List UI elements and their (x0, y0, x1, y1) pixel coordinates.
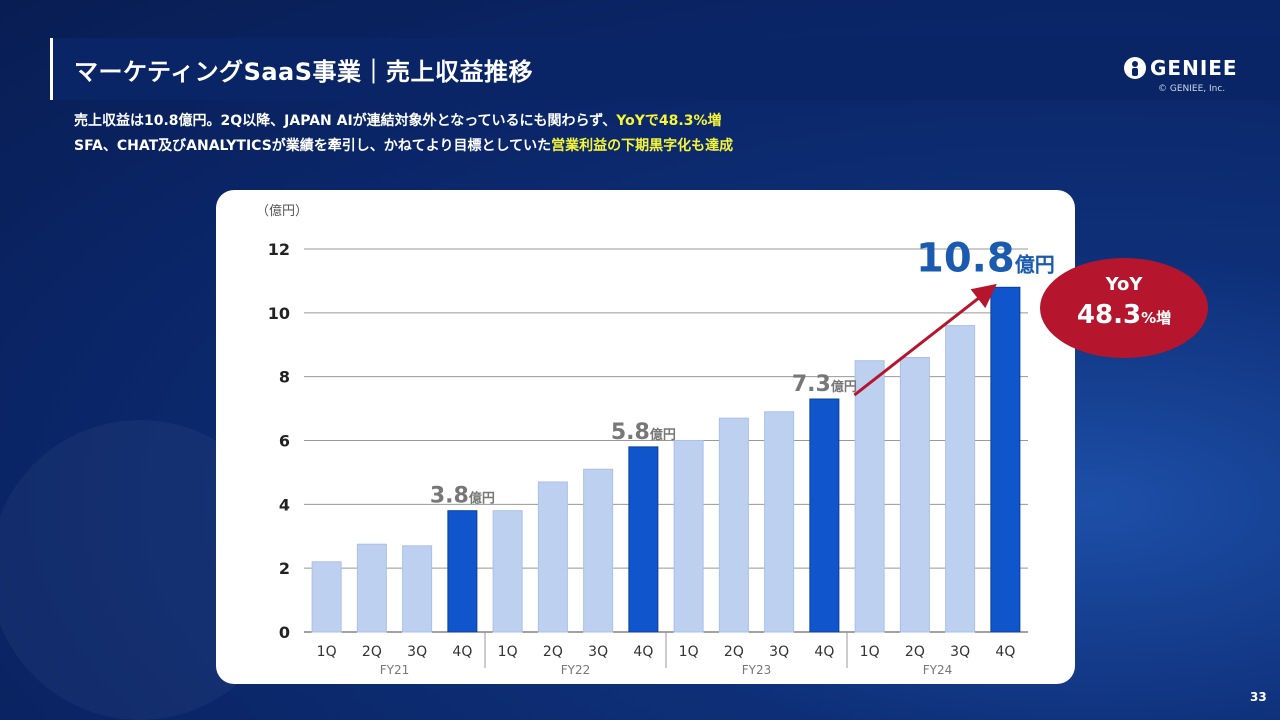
x-tick-label: 2Q (362, 644, 382, 660)
copyright-text: © GENIEE, Inc. (1158, 84, 1226, 94)
bar-FY22-3Q (583, 468, 614, 633)
bar-FY23-4Q (809, 398, 840, 633)
yoy-label: YoY (1105, 274, 1143, 295)
value-annotation-FY21: 3.8億円 (430, 484, 495, 509)
annotation-unit: 億円 (831, 379, 857, 395)
group-label: FY24 (923, 663, 953, 677)
x-tick-label: 4Q (995, 644, 1015, 660)
x-tick-label: 2Q (724, 644, 744, 660)
bar-FY24-3Q (945, 325, 976, 633)
subtitle-line-2-highlight: 営業利益の下期黒字化も達成 (551, 138, 734, 154)
revenue-bar-chart: （億円） 0 2 4 6 8 10 12 1Q 2Q 3Q 4Q FY21 1Q 2Q 3Q 4Q FY22 1Q 2… (256, 203, 1028, 677)
bar-FY24-4Q (990, 286, 1021, 633)
group-label: FY21 (380, 663, 410, 677)
x-tick-label: 1Q (498, 644, 518, 660)
geniee-logo-icon (1124, 57, 1146, 79)
x-tick-label: 1Q (317, 644, 337, 660)
subtitle-line-1: 売上収益は10.8億円。2Q以降、JAPAN AIが連結対象外となっているにも関… (74, 110, 721, 130)
x-tick-label: 1Q (860, 644, 880, 660)
bar-FY21-1Q (311, 561, 342, 633)
y-tick-label: 10 (268, 304, 290, 323)
annotation-unit: 億円 (650, 427, 676, 443)
y-axis-unit-label: （億円） (256, 203, 308, 219)
y-tick-label: 6 (279, 432, 290, 451)
yoy-value: 48.3%増 (1040, 300, 1208, 330)
subtitle-line-1-text: 売上収益は10.8億円。2Q以降、JAPAN AIが連結対象外となっているにも関… (74, 113, 617, 129)
x-tick-label: 3Q (769, 644, 789, 660)
y-tick-label: 8 (279, 368, 290, 387)
x-tick-label: 3Q (950, 644, 970, 660)
value-annotation-FY23: 7.3億円 (792, 372, 857, 397)
annotation-number: 7.3 (792, 372, 831, 397)
y-tick-label: 0 (279, 623, 290, 642)
bar-FY23-2Q (718, 417, 749, 633)
bar-FY21-3Q (402, 545, 433, 633)
annotation-number: 3.8 (430, 484, 469, 509)
title-bar (50, 38, 1280, 100)
x-tick-label: 3Q (407, 644, 427, 660)
bar-FY23-3Q (764, 411, 795, 633)
subtitle-line-2: SFA、CHAT及びANALYTICSが業績を牽引し、かねてより目標としていた営… (74, 135, 733, 155)
bar-FY22-1Q (492, 510, 523, 633)
x-tick-label: 3Q (588, 644, 608, 660)
page-number: 33 (1250, 690, 1267, 704)
y-tick-label: 2 (279, 559, 290, 578)
bar-FY21-2Q (356, 543, 387, 633)
bar-FY22-4Q (628, 446, 659, 633)
value-annotation-FY22: 5.8億円 (611, 420, 676, 445)
x-tick-label: 4Q (452, 644, 472, 660)
bar-FY23-1Q (673, 440, 704, 633)
brand-name: GENIEE (1150, 56, 1238, 80)
yoy-value-number: 48.3 (1076, 300, 1142, 330)
group-label: FY23 (742, 663, 772, 677)
group-label: FY22 (561, 663, 591, 677)
yoy-value-unit: %増 (1141, 309, 1172, 327)
x-tick-label: 2Q (905, 644, 925, 660)
bar-FY22-2Q (537, 481, 568, 633)
x-tick-label: 1Q (679, 644, 699, 660)
subtitle-line-1-highlight: YoYで48.3%増 (616, 113, 722, 129)
bar-FY24-1Q (854, 360, 885, 633)
x-tick-label: 4Q (814, 644, 834, 660)
chart-card: （億円） 0 2 4 6 8 10 12 1Q 2Q 3Q 4Q FY21 1Q 2Q 3Q 4Q FY22 1Q 2… (216, 190, 1075, 684)
page-title: マーケティングSaaS事業｜売上収益推移 (74, 58, 534, 86)
yoy-badge: YoY 48.3%増 (1040, 258, 1208, 358)
x-tick-label: 4Q (633, 644, 653, 660)
bar-FY21-4Q (447, 510, 478, 633)
bar-FY24-2Q (899, 357, 930, 633)
annotation-number: 5.8 (611, 420, 650, 445)
x-tick-label: 2Q (543, 644, 563, 660)
brand-logo: GENIEE (1124, 56, 1238, 80)
y-tick-label: 12 (268, 240, 290, 259)
annotation-unit: 億円 (469, 491, 495, 507)
y-tick-label: 4 (279, 495, 290, 514)
subtitle-line-2-text: SFA、CHAT及びANALYTICSが業績を牽引し、かねてより目標としていた (74, 138, 552, 154)
